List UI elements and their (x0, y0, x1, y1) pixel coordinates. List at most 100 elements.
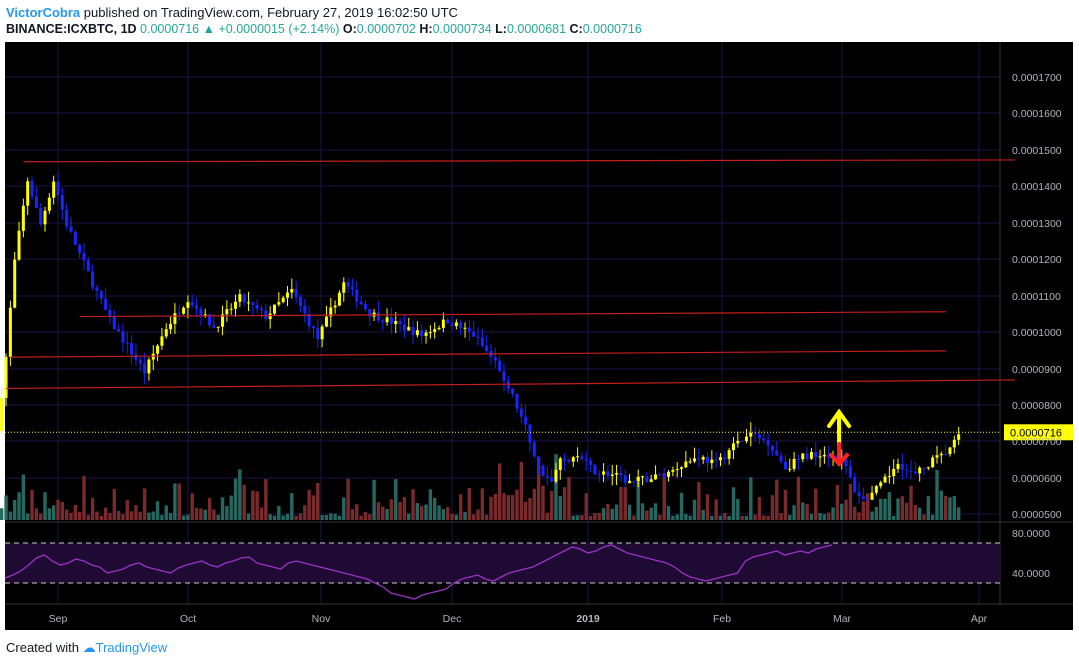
candle-body (195, 305, 199, 309)
candle-body (809, 452, 813, 459)
volume-bar (822, 514, 827, 520)
volume-bar (216, 514, 220, 520)
candle-body (718, 457, 722, 461)
symbol-label[interactable]: BINANCE:ICXBTC, 1D (6, 22, 137, 36)
volume-bar (896, 498, 900, 520)
resistance-trendline (10, 350, 946, 358)
candle-body (779, 455, 783, 462)
volume-bar (441, 509, 446, 520)
volume-bar (671, 515, 675, 520)
volume-bar (909, 485, 913, 520)
candle-body (467, 327, 471, 332)
volume-bar (60, 501, 65, 520)
candle-body (389, 317, 393, 325)
candle-body (615, 473, 619, 475)
candle-body (528, 424, 532, 443)
volume-bar (56, 499, 60, 520)
volume-bar (454, 514, 459, 520)
footer: Created with ☁TradingView (6, 640, 167, 656)
time-tick-label: Mar (833, 613, 852, 625)
rsi-tick-label: 40.0000 (1012, 568, 1050, 580)
volume-bar (285, 513, 290, 520)
volume-bar (736, 499, 740, 520)
price-tick-label: 0.0001700 (1012, 72, 1062, 84)
tradingview-brand[interactable]: TradingView (95, 640, 168, 655)
candle-body (948, 447, 952, 455)
volume-bar (337, 515, 342, 520)
candle-body (307, 313, 311, 327)
trendlines[interactable] (5, 159, 1015, 433)
candle-body (138, 359, 142, 364)
volume-bar (311, 495, 316, 520)
candle-body (879, 482, 883, 487)
candle-body (21, 205, 25, 231)
candle-body (545, 476, 549, 478)
volume-bar (177, 483, 181, 520)
candle-body (355, 289, 359, 302)
volume-bar (329, 513, 333, 520)
candle-body (394, 320, 398, 325)
low-value: 0.0000681 (506, 22, 567, 36)
volume-bar (103, 507, 108, 520)
volume-bar (766, 515, 770, 520)
volume-bar (749, 477, 753, 520)
candle-body (944, 453, 948, 455)
candle-body (216, 326, 220, 328)
candle-body (320, 326, 324, 340)
candle-body (212, 325, 216, 328)
candle-body (86, 260, 90, 272)
volume-bar (164, 505, 168, 520)
volume-bar (922, 514, 926, 520)
volume-bar (554, 454, 558, 520)
candle-body (935, 455, 939, 458)
candle-body (632, 480, 636, 482)
candle-body (186, 302, 190, 308)
volume-bar (203, 509, 207, 520)
candle-body (225, 309, 229, 315)
last-price-tag (1004, 424, 1073, 441)
volume-bar (147, 512, 151, 520)
volume-bar (705, 494, 710, 520)
candle-body (104, 298, 108, 310)
volume-bar (333, 513, 337, 520)
volume-bar (471, 514, 476, 520)
candle-body (333, 305, 337, 308)
volume-bar (116, 510, 121, 520)
candle-body (900, 463, 904, 470)
low-label: L: (495, 22, 507, 36)
candle-body (303, 305, 307, 314)
volume-bar (948, 497, 952, 520)
price-tick-label: 0.0000500 (1012, 509, 1062, 521)
volume-bar (827, 512, 831, 520)
candle-body (95, 287, 99, 292)
candle-body (788, 468, 792, 470)
rsi-line (4, 544, 833, 600)
volume-bar (688, 515, 692, 520)
candle-body (402, 324, 406, 331)
candle-body (8, 307, 12, 357)
volume-bar (788, 514, 792, 520)
volume-bar (181, 515, 186, 520)
price-tick-label: 0.0001000 (1012, 327, 1062, 339)
candle-body (268, 313, 272, 320)
candle-body (381, 320, 385, 323)
candle-body (697, 458, 701, 460)
candle-body (485, 345, 489, 351)
candle-body (502, 371, 506, 381)
candle-body (39, 207, 43, 225)
volume-bar (160, 515, 164, 520)
volume-bar (411, 489, 415, 520)
volume-bar (926, 496, 931, 520)
volume-bar (82, 475, 86, 520)
candle-body (359, 301, 363, 304)
volume-bar (476, 509, 480, 520)
rsi-tick-label: 80.0000 (1012, 528, 1050, 540)
rsi-pane (4, 542, 1000, 600)
author-link[interactable]: VictorCobra (6, 5, 81, 20)
price-tick-label: 0.0001600 (1012, 108, 1062, 120)
volume-bar (775, 479, 779, 520)
volume-bar (930, 514, 935, 520)
volume-bar (723, 512, 727, 520)
candle-body (905, 469, 909, 471)
